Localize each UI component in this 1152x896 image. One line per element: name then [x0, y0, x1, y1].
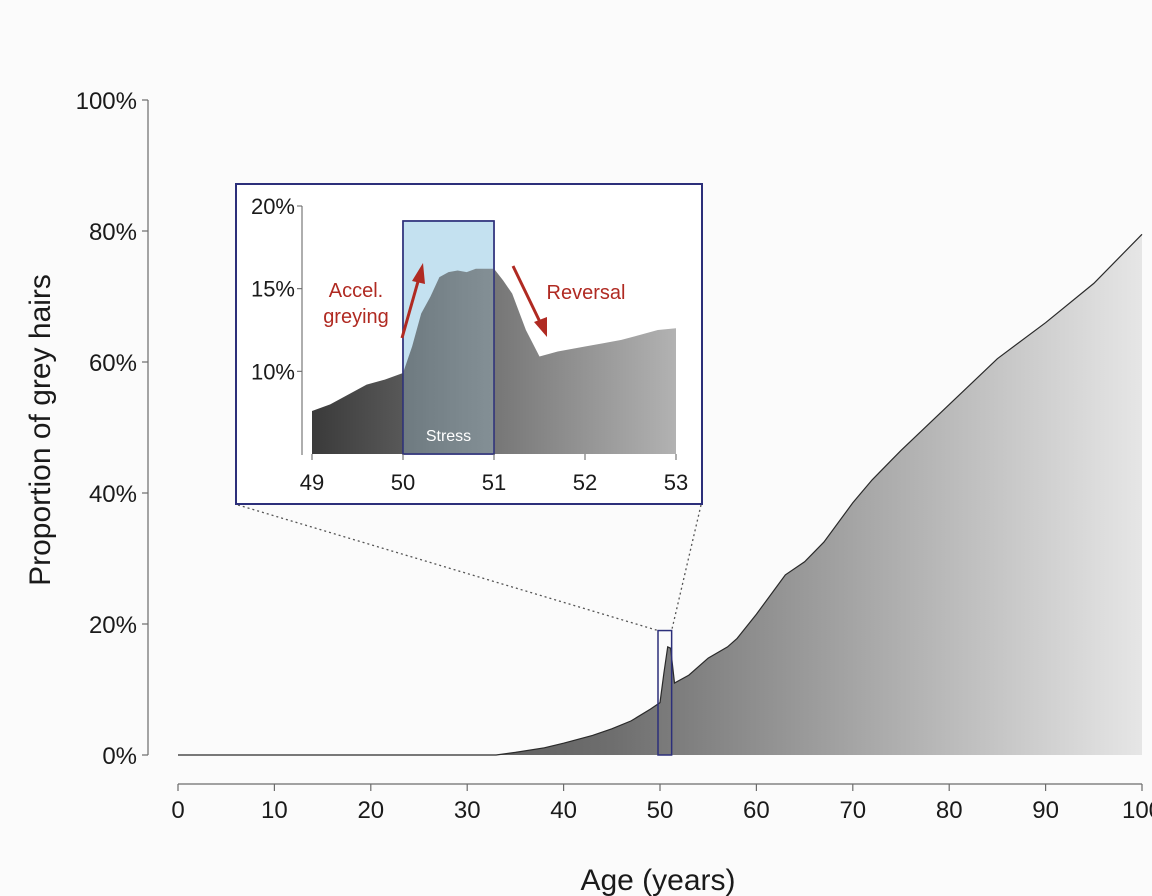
x-tick-label: 50 [647, 797, 674, 824]
main-data-line [178, 233, 1143, 756]
x-axis-ticks: 0 10 20 30 40 50 60 70 80 90 100 [171, 784, 1152, 824]
y-tick-label: 80% [89, 219, 137, 246]
x-tick-label: 30 [454, 797, 481, 824]
zoom-connector-left [237, 504, 659, 632]
x-tick-label: 80 [936, 797, 963, 824]
accel-text: Accel. [329, 280, 383, 302]
reversal-arrow-shaft [511, 265, 542, 323]
x-tick-label: 60 [743, 797, 770, 824]
x-tick-label: 70 [839, 797, 866, 824]
inset-x-tick-label: 52 [573, 470, 597, 495]
inset-chart: Stress 10% 15% 20% 49 50 51 52 53 Accel. greyi… [235, 183, 703, 505]
inset-x-axis-ticks: 49 50 51 52 53 [300, 454, 688, 495]
accel-arrow-shaft [400, 277, 421, 339]
inset-y-tick-label: 15% [251, 277, 295, 302]
x-tick-label: 10 [261, 797, 288, 824]
stress-label: Stress [426, 428, 471, 445]
zoom-region-box [657, 629, 673, 756]
y-tick-label: 100% [76, 88, 137, 115]
x-tick-label: 0 [171, 797, 184, 824]
reversal-annotation: Reversal [511, 265, 626, 337]
greying-text: greying [323, 306, 389, 328]
y-tick-label: 0% [102, 743, 137, 770]
inset-x-tick-label: 53 [664, 470, 688, 495]
y-tick-label: 60% [89, 350, 137, 377]
y-axis-title: Proportion of grey hairs [24, 274, 57, 586]
inset-x-tick-label: 49 [300, 470, 324, 495]
x-axis-title: Age (years) [580, 864, 735, 896]
x-tick-label: 90 [1032, 797, 1059, 824]
reversal-text: Reversal [547, 282, 626, 304]
y-axis-ticks: 0% 20% 40% 60% 80% 100% [76, 88, 148, 770]
reversal-arrow-head [534, 317, 547, 337]
x-tick-label: 100 [1122, 797, 1152, 824]
main-chart: 0% 20% 40% 60% 80% 100% 0 10 20 30 40 50 60 70 80 90 10… [24, 88, 1152, 896]
inset-y-tick-label: 10% [251, 359, 295, 384]
inset-y-axis-ticks: 10% 15% 20% [251, 194, 302, 384]
accel-arrow-head [412, 263, 425, 284]
y-tick-label: 40% [89, 481, 137, 508]
x-tick-label: 20 [357, 797, 384, 824]
x-tick-label: 40 [550, 797, 577, 824]
main-data-area [178, 234, 1142, 756]
zoom-connector-right [671, 504, 702, 631]
inset-x-tick-label: 51 [482, 470, 506, 495]
stress-overlay [403, 221, 494, 454]
inset-y-tick-label: 20% [251, 194, 295, 219]
y-tick-label: 20% [89, 612, 137, 639]
inset-x-tick-label: 50 [391, 470, 415, 495]
accel-greying-annotation: Accel. greying [323, 263, 425, 339]
